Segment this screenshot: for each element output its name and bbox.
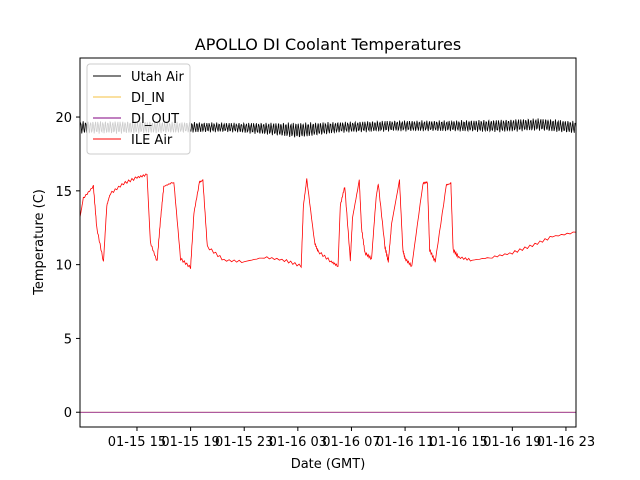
y-tick-label: 15: [55, 185, 72, 200]
legend-label-di-out: DI_OUT: [131, 112, 179, 127]
y-tick-label: 20: [55, 111, 72, 126]
y-axis-label: Temperature (C): [32, 189, 47, 296]
series-layer: [79, 118, 577, 413]
y-tick-label: 10: [55, 259, 72, 274]
x-tick-label: 01-15 23: [215, 435, 273, 450]
x-tick-label: 01-16 19: [483, 435, 541, 450]
legend-box: [86, 63, 191, 155]
x-tick-label: 01-16 03: [269, 435, 327, 450]
chart-title: APOLLO DI Coolant Temperatures: [195, 35, 461, 54]
x-tick-label: 01-15 15: [108, 435, 166, 450]
series-line-ile-air: [79, 173, 577, 269]
x-axis-label: Date (GMT): [291, 457, 366, 472]
legend: Utah Air DI_IN DI_OUT ILE Air: [86, 63, 191, 155]
x-tick-label: 01-16 15: [429, 435, 487, 450]
x-tick-label: 01-16 07: [322, 435, 380, 450]
legend-label-utah-air: Utah Air: [131, 70, 184, 85]
x-tick-label: 01-16 23: [537, 435, 595, 450]
legend-label-di-in: DI_IN: [131, 91, 165, 106]
y-tick-label: 0: [64, 406, 72, 421]
y-tick-label: 5: [64, 332, 72, 347]
x-tick-label: 01-15 19: [161, 435, 219, 450]
legend-label-ile-air: ILE Air: [131, 133, 173, 148]
plot-area-frame: [79, 57, 577, 428]
y-axis-ticks: 0 5 10 15 20: [55, 111, 80, 421]
x-tick-label: 01-16 11: [376, 435, 434, 450]
